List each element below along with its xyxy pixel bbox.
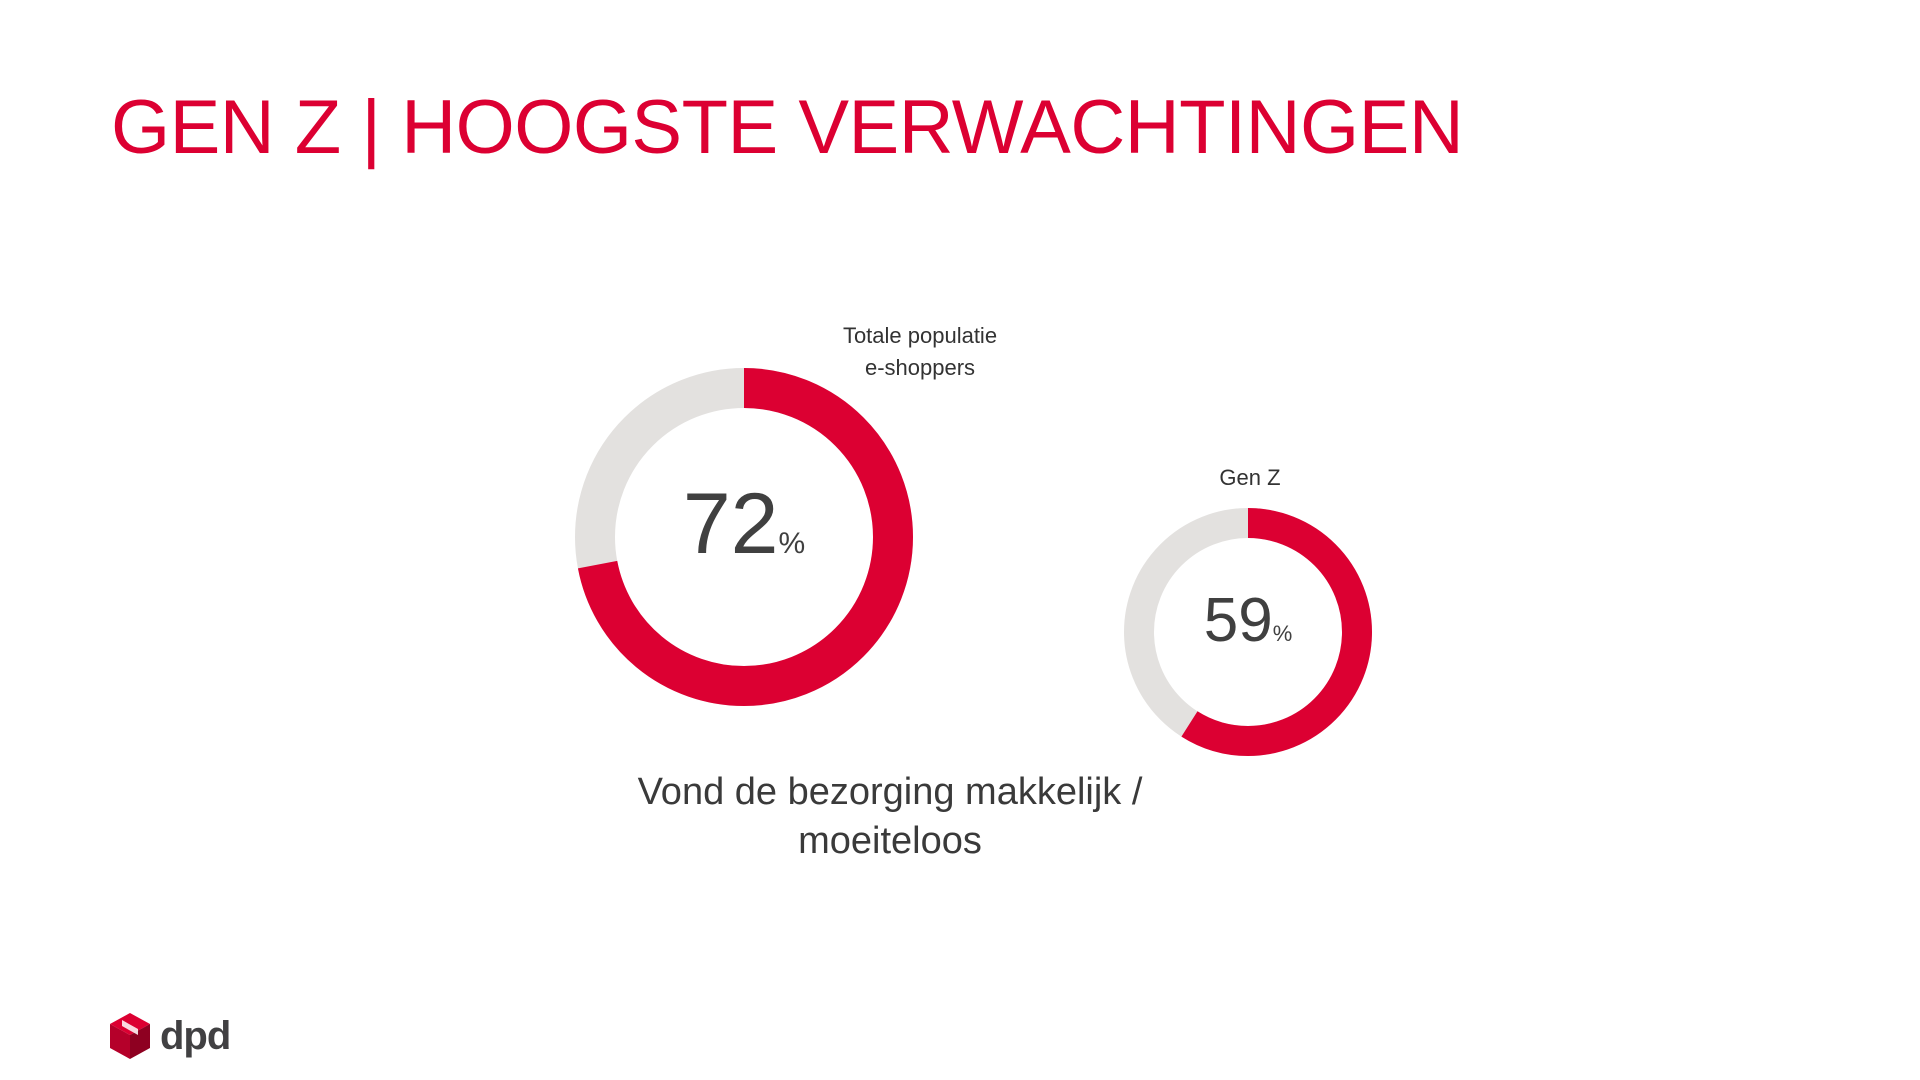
donut-label-total-line2: e-shoppers [864, 355, 976, 380]
donut-label-genz: Gen Z [1190, 462, 1310, 494]
donut-total-value: 72% [683, 476, 805, 572]
dpd-cube-icon [110, 1013, 150, 1059]
donut-label-genz-line1: Gen Z [1219, 465, 1281, 490]
donut-genz-value-arc [1124, 508, 1372, 756]
donut-total-value-number: 72 [683, 476, 779, 572]
chart-caption-line1: Vond de bezorging makkelijk / [637, 771, 1143, 813]
donut-total: 72% [575, 368, 913, 706]
dpd-logo-text: dpd [160, 1014, 231, 1058]
donut-genz-value: 59% [1204, 586, 1293, 655]
chart-caption-line2: moeiteloos [798, 820, 982, 862]
donut-total-value-arc [575, 368, 913, 706]
donut-genz-value-number: 59 [1204, 586, 1273, 655]
donut-genz-value-unit: % [1273, 621, 1293, 646]
dpd-logo: dpd [108, 1010, 231, 1062]
donut-genz: 59% [1124, 508, 1372, 756]
chart-caption: Vond de bezorging makkelijk / moeiteloos [560, 768, 1220, 866]
donut-label-total: Totale populatie e-shoppers [820, 320, 1020, 384]
slide-title: GEN Z | HOOGSTE VERWACHTINGEN [111, 85, 1464, 170]
donut-label-total-line1: Totale populatie [842, 323, 998, 348]
donut-total-value-unit: % [778, 527, 805, 560]
